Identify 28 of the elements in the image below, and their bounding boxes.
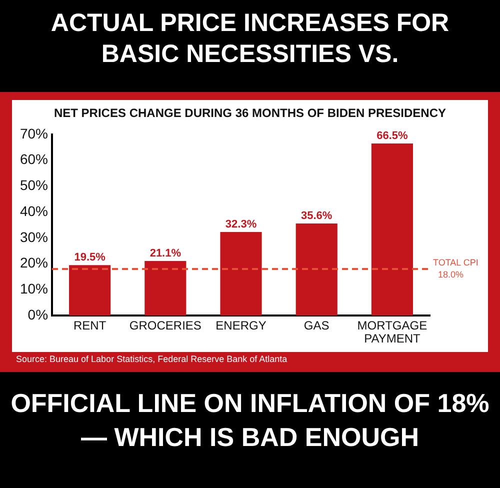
data-label: 32.3%	[225, 218, 257, 231]
bar	[69, 265, 111, 316]
y-tick-label: 60%	[20, 151, 48, 168]
y-tick-label: 10%	[20, 280, 48, 297]
chart-title: ACTUAL PRICE INCREASES FOR BASIC NECESSITIES VS.	[50, 8, 450, 70]
x-tick-label: ENERGY	[216, 318, 266, 333]
data-label: 21.1%	[150, 248, 182, 260]
y-tick-label: 50%	[20, 177, 48, 194]
y-tick-label: 20%	[20, 254, 48, 271]
x-tick-label: GROCERIES	[129, 318, 202, 333]
bar	[371, 143, 413, 316]
ref-line-label: TOTAL CPI 18.0%	[433, 257, 478, 280]
bar	[296, 223, 338, 316]
y-tick-label: 40%	[20, 202, 48, 219]
data-label: 19.5%	[74, 252, 106, 264]
x-tick-label: RENT	[73, 318, 107, 333]
source-note: Source: Bureau of Labor Statistics, Federal Reserve Bank of Atlanta	[16, 354, 288, 364]
data-label: 66.5%	[376, 130, 408, 142]
y-tick-label: 30%	[20, 228, 48, 245]
y-tick-label: 70%	[20, 125, 48, 142]
data-label: 35.6%	[301, 210, 332, 222]
text: OFFICIAL LINE ON INFLATION OF 18% — WHICH IS BAD ENOUGH	[10, 387, 490, 454]
bar	[220, 232, 262, 316]
x-tick-label: GAS	[304, 318, 330, 333]
x-tick-label: MORTGAGE PAYMENT	[357, 318, 428, 346]
chart-subtitle: NET PRICES CHANGE DURING 36 MONTHS OF BIDEN PRESIDENCY	[52, 106, 448, 120]
y-tick-label: 0%	[28, 306, 48, 322]
bar	[144, 260, 186, 316]
